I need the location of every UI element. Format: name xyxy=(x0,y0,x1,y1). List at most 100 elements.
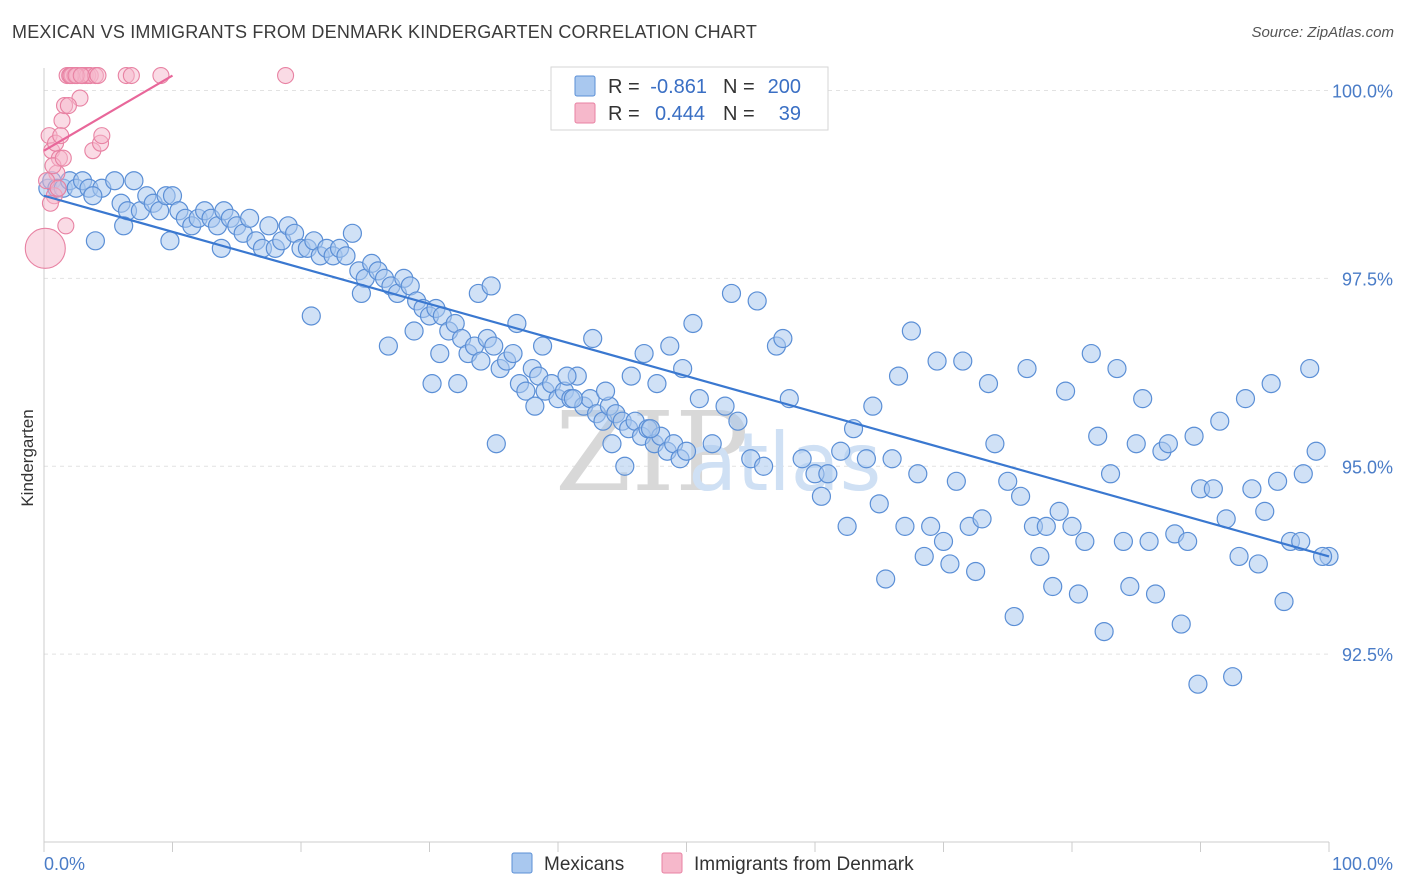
mexicans-point-125 xyxy=(563,389,584,409)
mexicans-points xyxy=(38,171,1339,694)
mexicans-point-100 xyxy=(83,186,103,206)
mexicans-point-128 xyxy=(640,419,661,439)
mexicans-point-67 xyxy=(471,351,491,371)
legend-swatch-denmark xyxy=(574,102,596,124)
mexicans-point-202 xyxy=(876,569,896,589)
mexicans-point-124 xyxy=(525,396,545,416)
mexicans-point-183 xyxy=(863,396,883,416)
mexicans-point-115 xyxy=(595,381,616,401)
denmark-point-27 xyxy=(54,149,72,167)
mexicans-point-47 xyxy=(342,223,362,243)
mexicans-point-31 xyxy=(240,208,260,228)
mexicans-point-99 xyxy=(676,441,697,461)
mexicans-point-172 xyxy=(1229,546,1249,567)
mexicans-point-170 xyxy=(1203,479,1223,499)
mexicans-point-190 xyxy=(1055,381,1076,401)
mexicans-point-207 xyxy=(1043,576,1063,597)
mexicans-point-8 xyxy=(85,231,106,251)
mexicans-point-209 xyxy=(1094,621,1114,642)
mexicans-point-195 xyxy=(1184,426,1204,446)
mexicans-point-196 xyxy=(1210,411,1230,431)
mexicans-point-210 xyxy=(1120,576,1140,597)
mexicans-point-123 xyxy=(486,434,506,454)
mexicans-point-122 xyxy=(448,374,468,394)
legend-r-label-1: R = xyxy=(608,76,640,98)
mexicans-point-192 xyxy=(1107,358,1127,379)
mexicans-point-194 xyxy=(1158,434,1178,454)
mexicans-point-127 xyxy=(615,456,635,476)
mexicans-point-215 xyxy=(1248,554,1268,574)
bottom-legend-mexicans: Mexicans xyxy=(544,854,624,875)
mexicans-point-181 xyxy=(747,291,767,311)
mexicans-point-199 xyxy=(1300,358,1320,379)
mexicans-point-157 xyxy=(1036,516,1056,536)
mexicans-point-198 xyxy=(1261,374,1281,394)
x-tick-right: 100.0% xyxy=(1332,854,1393,874)
y-tick-3: 92.5% xyxy=(1342,645,1393,665)
mexicans-point-110 xyxy=(481,276,501,296)
mexicans-point-218 xyxy=(1312,546,1333,567)
mexicans-point-205 xyxy=(966,561,986,582)
mexicans-point-114 xyxy=(583,328,603,349)
mexicans-point-138 xyxy=(792,449,812,469)
y-axis-label: Kindergarten xyxy=(18,409,37,506)
legend-r-value-2: 0.444 xyxy=(655,103,705,125)
legend-swatch-mexicans xyxy=(574,75,596,97)
mexicans-point-204 xyxy=(940,554,960,574)
mexicans-point-146 xyxy=(895,516,915,536)
mexicans-point-155 xyxy=(1010,486,1031,506)
legend-r-value-1: -0.861 xyxy=(650,76,707,98)
mexicans-point-173 xyxy=(1242,479,1262,499)
denmark-point-29 xyxy=(59,97,77,115)
mexicans-point-131 xyxy=(702,434,722,454)
mexicans-point-141 xyxy=(831,441,851,461)
mexicans-point-214 xyxy=(1223,667,1243,687)
mexicans-point-34 xyxy=(259,216,279,236)
mexicans-point-144 xyxy=(869,494,889,514)
legend-n-label-1: N = xyxy=(723,76,755,98)
legend-n-value-2: 39 xyxy=(779,103,801,125)
mexicans-point-133 xyxy=(728,411,748,431)
denmark-point-19 xyxy=(89,66,107,85)
mexicans-point-182 xyxy=(773,328,793,349)
denmark-point-34 xyxy=(122,66,140,85)
mexicans-point-177 xyxy=(1293,464,1313,484)
mexicans-point-186 xyxy=(927,351,947,371)
mexicans-point-108 xyxy=(430,343,450,364)
source-label: Source: ZipAtlas.com xyxy=(1251,24,1394,41)
denmark-point-5 xyxy=(53,112,71,130)
chart-title: MEXICAN VS IMMIGRANTS FROM DENMARK KINDE… xyxy=(12,22,758,42)
mexicans-point-149 xyxy=(933,531,954,552)
y-tick-0: 100.0% xyxy=(1332,82,1393,102)
mexicans-point-46 xyxy=(336,246,356,266)
denmark-point-25 xyxy=(49,179,67,197)
mexicans-point-118 xyxy=(647,374,667,394)
bottom-legend: Mexicans Immigrants from Denmark xyxy=(511,852,914,875)
mexicans-point-201 xyxy=(837,516,857,536)
mexicans-point-178 xyxy=(1306,441,1326,461)
mexicans-point-174 xyxy=(1255,501,1275,521)
legend-n-value-1: 200 xyxy=(768,76,801,98)
mexicans-point-164 xyxy=(1126,434,1146,454)
y-tick-1: 97.5% xyxy=(1342,269,1393,289)
mexicans-point-212 xyxy=(1171,614,1191,634)
mexicans-point-150 xyxy=(946,471,966,491)
legend-n-label-2: N = xyxy=(723,103,755,125)
mexicans-point-162 xyxy=(1100,464,1121,484)
mexicans-point-208 xyxy=(1068,584,1089,604)
mexicans-point-126 xyxy=(602,434,622,454)
mexicans-point-159 xyxy=(1062,516,1082,536)
mexicans-point-117 xyxy=(634,343,654,364)
mexicans-point-140 xyxy=(818,464,838,484)
denmark-point-32 xyxy=(72,66,90,85)
denmark-trend-line xyxy=(43,74,174,152)
mexicans-point-121 xyxy=(422,374,442,394)
mexicans-point-187 xyxy=(953,351,973,371)
mexicans-point-211 xyxy=(1145,584,1166,604)
mexicans-point-145 xyxy=(882,449,902,469)
mexicans-point-185 xyxy=(901,321,921,341)
denmark-point-38 xyxy=(24,227,66,269)
mexicans-point-203 xyxy=(914,546,934,567)
mexicans-point-189 xyxy=(1017,358,1037,379)
mexicans-point-113 xyxy=(557,366,577,386)
